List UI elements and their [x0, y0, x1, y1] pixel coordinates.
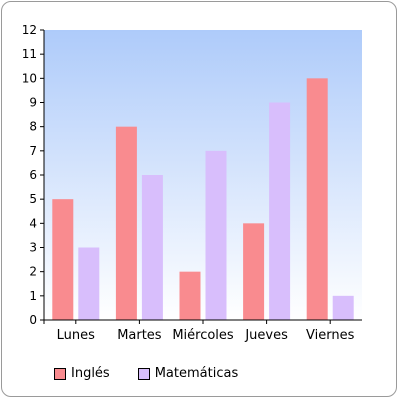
- bar-matematicas-3[interactable]: [269, 102, 291, 321]
- bar-ingles-1[interactable]: [115, 126, 137, 321]
- y-tick-label: 2: [29, 265, 37, 279]
- x-tick-label: Viernes: [306, 328, 355, 343]
- y-tick-label: 4: [29, 216, 37, 230]
- y-tick-label: 10: [22, 71, 37, 85]
- y-tick-label: 6: [29, 168, 37, 182]
- legend-swatch-ingles: [54, 367, 66, 380]
- y-tick-label: 8: [29, 120, 37, 134]
- y-tick-label: 3: [29, 241, 37, 255]
- x-tick-label: Miércoles: [172, 328, 234, 343]
- legend-label-matematicas: Matemáticas: [154, 366, 239, 381]
- bar-ingles-4[interactable]: [306, 78, 328, 320]
- y-tick-label: 12: [22, 23, 37, 37]
- y-tick-label: 9: [29, 96, 37, 110]
- x-tick-label: Jueves: [244, 328, 288, 343]
- y-tick-label: 7: [29, 144, 37, 158]
- legend: Inglés Matemáticas: [54, 366, 266, 381]
- y-tick-label: 11: [22, 47, 37, 61]
- bar-ingles-0[interactable]: [52, 199, 74, 320]
- legend-label-ingles: Inglés: [71, 366, 110, 381]
- legend-item-matematicas[interactable]: Matemáticas: [137, 366, 239, 381]
- x-tick-label: Martes: [117, 328, 162, 343]
- y-tick-label: 5: [29, 192, 37, 206]
- bar-ingles-3[interactable]: [243, 223, 265, 320]
- x-tick-label: Lunes: [57, 328, 95, 343]
- bar-ingles-2[interactable]: [179, 271, 201, 320]
- x-axis-labels: Lunes Martes Miércoles Jueves Viernes: [57, 320, 355, 343]
- legend-item-ingles[interactable]: Inglés: [54, 366, 110, 381]
- bar-matematicas-2[interactable]: [205, 150, 227, 320]
- legend-swatch-matematicas: [137, 367, 150, 380]
- bar-matematicas-4[interactable]: [332, 295, 354, 320]
- bar-matematicas-1[interactable]: [141, 175, 163, 320]
- bars-group: [52, 78, 354, 321]
- bar-matematicas-0[interactable]: [78, 247, 100, 321]
- y-tick-label: 0: [29, 313, 37, 327]
- y-tick-label: 1: [29, 289, 37, 303]
